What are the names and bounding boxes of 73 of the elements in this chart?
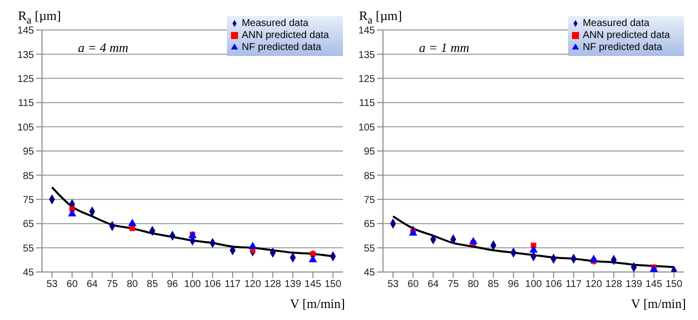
y-tick-label: 115 (359, 98, 376, 110)
x-tick-label: 64 (428, 279, 440, 290)
x-tick-label: 100 (184, 279, 202, 290)
x-axis-title: V [m/min] (630, 296, 686, 312)
x-tick-label: 145 (304, 279, 322, 290)
x-tick-label: 53 (46, 279, 58, 290)
y-tick-label: 135 (358, 50, 376, 61)
point (469, 236, 478, 244)
x-axis-title: V [m/min] (290, 296, 345, 312)
x-tick-label: 75 (448, 279, 460, 290)
x-tick-label: 80 (468, 279, 480, 290)
x-tick-label: 128 (264, 279, 282, 290)
legend-label: ANN predicted data (242, 30, 329, 41)
x-tick-label: 96 (508, 279, 520, 290)
x-tick-label: 150 (324, 279, 342, 290)
point (130, 226, 136, 232)
x-tick-label: 145 (646, 279, 663, 290)
text: a = 1 mm (419, 40, 470, 56)
y-tick-label: 55 (364, 243, 376, 254)
y-tick-label: 125 (358, 74, 376, 85)
legend-label: Measured data (582, 18, 650, 29)
x-tick-label: 64 (86, 279, 98, 290)
x-tick-label: 53 (387, 279, 400, 290)
x-tick-label: 85 (488, 279, 500, 290)
y-tick-label: 95 (364, 146, 376, 158)
x-tick-label: 150 (666, 279, 683, 290)
y-tick-label: 75 (22, 194, 34, 206)
point (68, 209, 76, 216)
x-tick-label: 128 (605, 279, 623, 290)
point (128, 218, 136, 226)
point (310, 251, 316, 257)
x-tick-label: 120 (585, 279, 602, 290)
x-tick-label: 85 (146, 279, 158, 290)
y-tick-label: 95 (22, 146, 34, 158)
x-tick-label: 106 (204, 279, 222, 290)
y-axis-title: R$_{a}$ [µm] (18, 8, 61, 27)
y-tick-label: 55 (22, 243, 34, 254)
x-tick-label: 139 (284, 279, 302, 290)
x-tick-label: 106 (545, 279, 562, 290)
y-tick-label: 65 (22, 219, 34, 230)
point (529, 245, 538, 253)
point (308, 255, 318, 262)
y-tick-label: 145 (17, 26, 34, 37)
legend-label: NF predicted data (582, 42, 662, 53)
legend-label: ANN predicted data (582, 30, 670, 41)
y-tick-label: 115 (18, 98, 34, 110)
y-tick-label: 65 (364, 219, 376, 230)
y-tick-label: 85 (364, 170, 376, 182)
text: a = 4 mm (78, 40, 128, 56)
point (590, 255, 598, 262)
x-tick-label: 120 (244, 279, 262, 290)
y-tick-label: 145 (358, 26, 376, 37)
x-tick-label: 117 (224, 279, 242, 290)
y-axis-title: R$_{a}$ [µm] (359, 8, 402, 27)
x-tick-label: 117 (566, 279, 582, 290)
y-tick-label: 45 (364, 268, 376, 279)
x-tick-label: 75 (106, 279, 118, 290)
y-tick-label: 125 (17, 74, 34, 85)
legend-label: Measured data (242, 18, 308, 29)
x-tick-label: 60 (66, 279, 78, 290)
x-tick-label: 100 (525, 279, 542, 290)
y-tick-label: 105 (358, 122, 376, 134)
y-tick-label: 135 (17, 50, 34, 61)
y-tick-label: 105 (17, 122, 34, 134)
legend-label: NF predicted data (242, 42, 322, 53)
point (248, 242, 257, 249)
x-tick-label: 60 (408, 279, 420, 290)
y-tick-label: 85 (22, 170, 34, 182)
x-tick-label: 96 (166, 279, 178, 290)
x-tick-label: 139 (625, 279, 643, 290)
y-tick-label: 45 (22, 268, 34, 279)
x-tick-label: 80 (126, 279, 138, 290)
y-tick-label: 75 (364, 194, 376, 206)
